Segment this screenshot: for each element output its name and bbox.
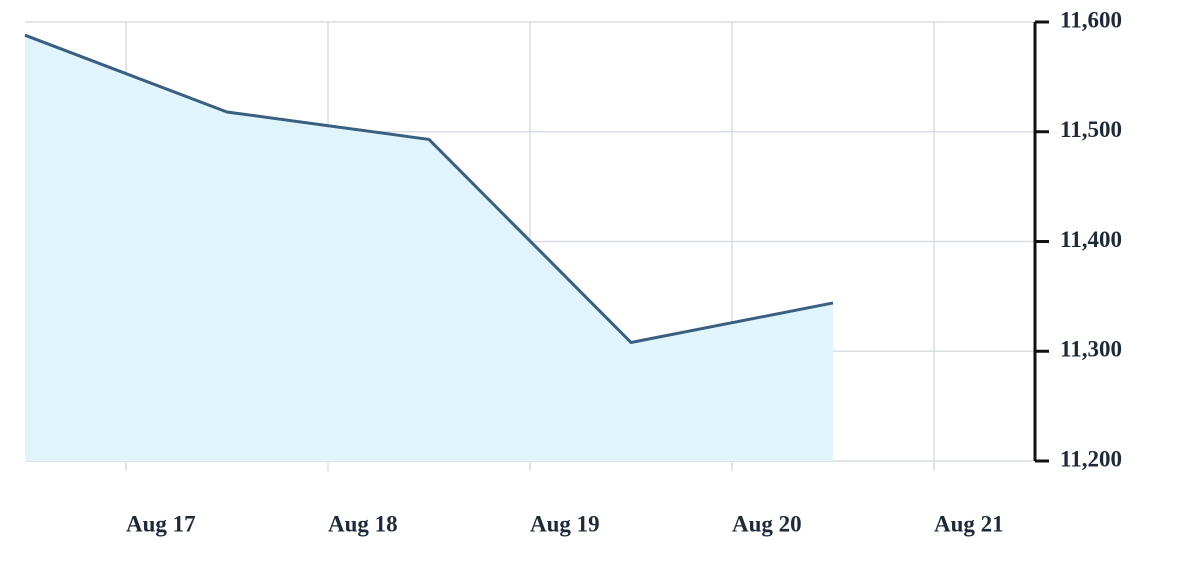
x-tick-label: Aug 20: [732, 511, 802, 536]
y-tick-label: 11,600: [1060, 7, 1122, 32]
x-tick-label: Aug 18: [328, 511, 398, 536]
x-tick-label: Aug 17: [126, 511, 196, 536]
x-tick-label: Aug 21: [934, 511, 1004, 536]
y-tick-label: 11,200: [1060, 446, 1122, 471]
x-tick-label: Aug 19: [530, 511, 600, 536]
y-tick-label: 11,500: [1060, 117, 1122, 142]
line: [24, 33, 834, 344]
area-fill: [25, 35, 833, 462]
y-tick-label: 11,400: [1060, 227, 1122, 252]
y-tick-label: 11,300: [1060, 337, 1122, 362]
